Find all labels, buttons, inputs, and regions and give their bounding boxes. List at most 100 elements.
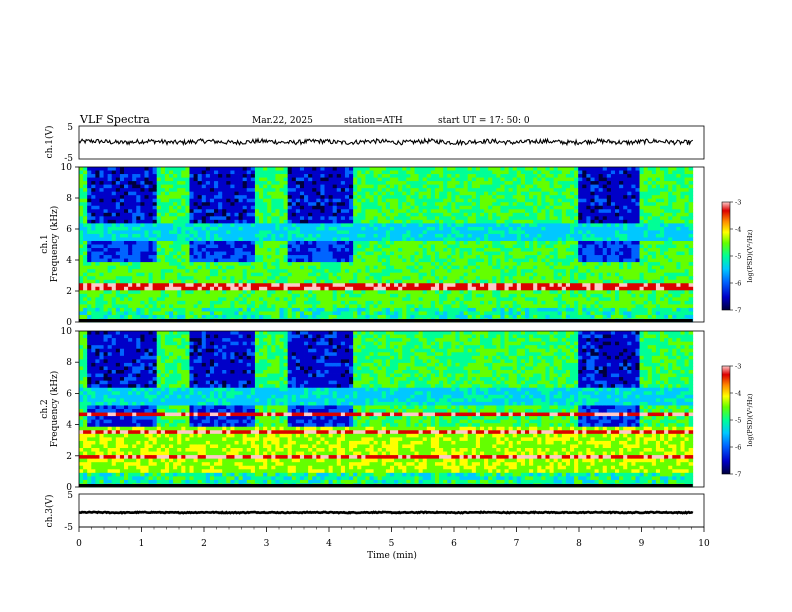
spectrogram-cell bbox=[234, 174, 239, 178]
spectrogram-cell bbox=[185, 297, 190, 302]
spectrogram-cell bbox=[246, 276, 252, 281]
spectrogram-cell bbox=[349, 237, 354, 242]
spectrogram-cell bbox=[259, 283, 264, 288]
spectrogram-cell bbox=[136, 237, 141, 242]
spectrogram-cell bbox=[357, 198, 362, 203]
spectrogram-cell bbox=[516, 233, 522, 238]
spectrogram-cell bbox=[332, 237, 338, 242]
spectrogram-cell bbox=[520, 314, 526, 319]
spectrogram-cell bbox=[340, 255, 346, 259]
spectrogram-cell bbox=[369, 255, 374, 259]
spectrogram-cell bbox=[357, 290, 362, 295]
spectrogram-cell bbox=[214, 209, 219, 214]
spectrogram-cell bbox=[389, 181, 395, 186]
spectrogram-cell bbox=[291, 198, 297, 203]
spectrogram-cell bbox=[430, 297, 436, 302]
spectrogram-cell bbox=[169, 188, 174, 193]
spectrogram-cell bbox=[140, 233, 145, 238]
spectrogram-cell bbox=[426, 279, 432, 284]
spectrogram-cell bbox=[434, 244, 440, 249]
spectrogram-cell bbox=[537, 272, 542, 277]
spectrogram-cell bbox=[111, 244, 117, 249]
spectrogram-cell bbox=[205, 202, 211, 207]
spectrogram-cell bbox=[488, 181, 493, 186]
spectrogram-cell bbox=[115, 226, 121, 231]
spectrogram-cell bbox=[340, 276, 346, 281]
spectrogram-cell bbox=[328, 240, 334, 245]
spectrogram-cell bbox=[488, 195, 493, 200]
spectrogram-cell bbox=[402, 262, 407, 267]
spectrogram-cell bbox=[324, 209, 329, 214]
spectrogram-cell bbox=[238, 237, 244, 242]
spectrogram-cell bbox=[156, 174, 162, 178]
spectrogram-cell bbox=[160, 272, 166, 277]
spectrogram-cell bbox=[287, 198, 293, 203]
spectrogram-cell bbox=[226, 279, 231, 284]
spectrogram-cell bbox=[373, 269, 379, 274]
spectrogram-cell bbox=[189, 191, 194, 196]
spectrogram-cell bbox=[295, 251, 301, 256]
spectrogram-cell bbox=[377, 226, 383, 231]
spectrogram-cell bbox=[365, 226, 370, 231]
spectrogram-cell bbox=[152, 181, 158, 186]
spectrogram-cell bbox=[242, 279, 248, 284]
spectrogram-cell bbox=[377, 251, 383, 256]
spectrogram-cell bbox=[459, 174, 465, 178]
spectrogram-cell bbox=[238, 233, 244, 238]
spectrogram-cell bbox=[283, 202, 289, 207]
spectrogram-cell bbox=[254, 226, 260, 231]
spectrogram-cell bbox=[189, 209, 194, 214]
spectrogram-cell bbox=[475, 184, 481, 189]
spectrogram-cell bbox=[308, 226, 313, 231]
spectrogram-cell bbox=[479, 237, 485, 242]
spectrogram-cell bbox=[426, 276, 432, 281]
spectrogram-cell bbox=[107, 244, 113, 249]
spectrogram-cell bbox=[140, 276, 145, 281]
spectrogram-cell bbox=[111, 279, 117, 284]
spectrogram-cell bbox=[365, 297, 370, 302]
spectrogram-cell bbox=[275, 170, 280, 175]
spectrogram-cell bbox=[344, 279, 350, 284]
spectrogram-cell bbox=[308, 300, 313, 305]
spectrogram-cell bbox=[479, 286, 485, 291]
spectrogram-cell bbox=[430, 248, 436, 252]
spectrogram-cell bbox=[246, 167, 252, 171]
spectrogram-cell bbox=[533, 307, 538, 312]
spectrogram-cell bbox=[263, 269, 268, 274]
spectrogram-cell bbox=[524, 244, 530, 249]
spectrogram-cell bbox=[185, 205, 190, 210]
spectrogram-cell bbox=[99, 262, 104, 267]
spectrogram-cell bbox=[471, 181, 477, 186]
spectrogram-cell bbox=[373, 205, 379, 210]
spectrogram-cell bbox=[385, 233, 391, 238]
spectrogram-cell bbox=[271, 226, 276, 231]
spectrogram-cell bbox=[222, 276, 227, 281]
spectrogram-cell bbox=[439, 272, 444, 277]
spectrogram-cell bbox=[394, 237, 399, 242]
spectrogram-cell bbox=[479, 251, 485, 256]
spectrogram-cell bbox=[107, 251, 113, 256]
spectrogram-cell bbox=[115, 216, 121, 221]
spectrogram-cell bbox=[479, 297, 485, 302]
spectrogram-cell bbox=[471, 209, 477, 214]
spectrogram-cell bbox=[492, 290, 497, 295]
spectrogram-cell bbox=[128, 300, 133, 305]
spectrogram-cell bbox=[156, 258, 162, 263]
spectrogram-cell bbox=[389, 174, 395, 178]
spectrogram-cell bbox=[222, 300, 227, 305]
spectrogram-cell bbox=[410, 262, 415, 267]
spectrogram-cell bbox=[91, 184, 96, 189]
spectrogram-cell bbox=[83, 219, 88, 224]
spectrogram-cell bbox=[512, 297, 518, 302]
spectrogram-cell bbox=[439, 255, 444, 259]
spectrogram-cell bbox=[299, 262, 305, 267]
spectrogram-cell bbox=[189, 262, 194, 267]
spectrogram-cell bbox=[185, 174, 190, 178]
spectrogram-cell bbox=[169, 272, 174, 277]
spectrogram-cell bbox=[316, 237, 321, 242]
spectrogram-cell bbox=[128, 170, 133, 175]
spectrogram-cell bbox=[140, 314, 145, 319]
spectrogram-cell bbox=[533, 209, 538, 214]
spectrogram-cell bbox=[242, 174, 248, 178]
spectrogram-cell bbox=[242, 191, 248, 196]
